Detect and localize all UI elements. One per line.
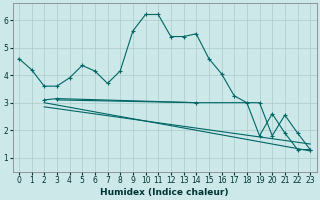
X-axis label: Humidex (Indice chaleur): Humidex (Indice chaleur) — [100, 188, 229, 197]
